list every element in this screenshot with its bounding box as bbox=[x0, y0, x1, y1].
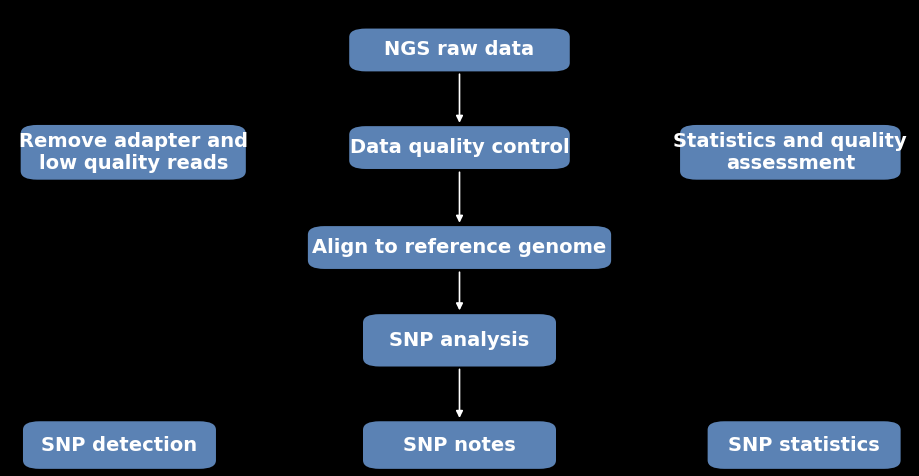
Text: Remove adapter and
low quality reads: Remove adapter and low quality reads bbox=[18, 132, 248, 173]
Text: NGS raw data: NGS raw data bbox=[384, 40, 535, 60]
Text: SNP statistics: SNP statistics bbox=[728, 436, 880, 455]
Text: SNP notes: SNP notes bbox=[403, 436, 516, 455]
FancyBboxPatch shape bbox=[23, 421, 216, 469]
Text: Align to reference genome: Align to reference genome bbox=[312, 238, 607, 257]
Text: Statistics and quality
assessment: Statistics and quality assessment bbox=[674, 132, 907, 173]
Text: SNP analysis: SNP analysis bbox=[390, 331, 529, 350]
FancyBboxPatch shape bbox=[680, 125, 901, 180]
FancyBboxPatch shape bbox=[708, 421, 901, 469]
Text: Data quality control: Data quality control bbox=[350, 138, 569, 157]
FancyBboxPatch shape bbox=[363, 421, 556, 469]
FancyBboxPatch shape bbox=[308, 226, 611, 269]
Text: SNP detection: SNP detection bbox=[41, 436, 198, 455]
FancyBboxPatch shape bbox=[363, 314, 556, 367]
FancyBboxPatch shape bbox=[349, 126, 570, 169]
FancyBboxPatch shape bbox=[349, 29, 570, 71]
FancyBboxPatch shape bbox=[20, 125, 246, 180]
